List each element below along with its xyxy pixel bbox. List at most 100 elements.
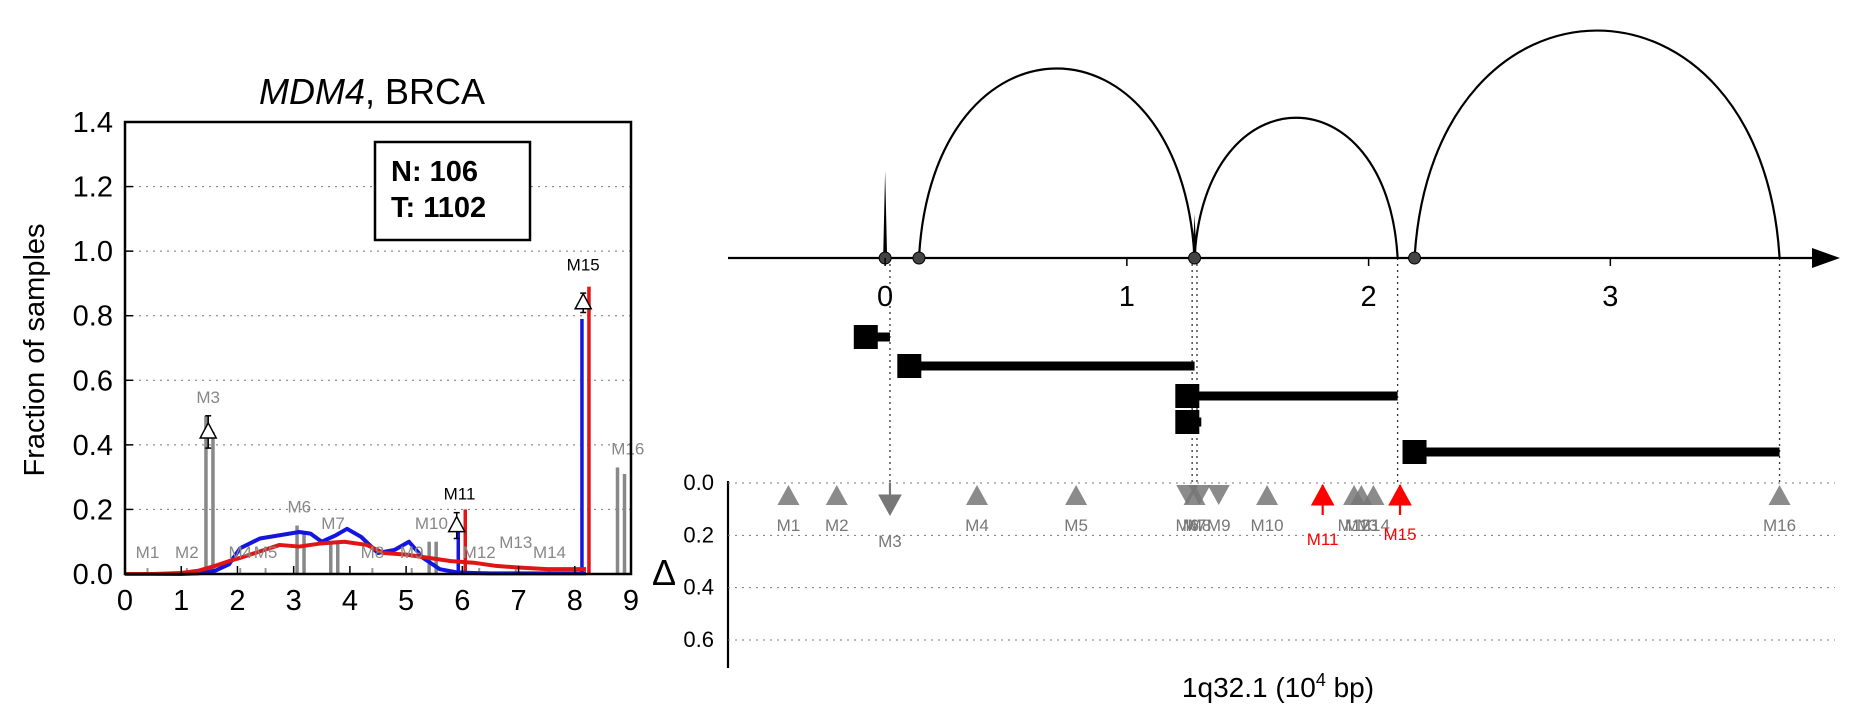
module-label: M5 bbox=[254, 543, 278, 562]
y-tick-label: 1.0 bbox=[73, 236, 113, 268]
module-marker-down bbox=[1188, 485, 1211, 505]
x-tick-label: 4 bbox=[342, 585, 358, 617]
left-chart-title-gene: MDM4 bbox=[259, 71, 365, 112]
exon-body bbox=[1422, 447, 1780, 457]
module-bar-normal bbox=[456, 532, 461, 574]
delta-axis-label: Δ bbox=[652, 552, 676, 593]
module-label: M10 bbox=[415, 514, 448, 533]
y-tick-label: 0.4 bbox=[73, 430, 113, 462]
axis-spike bbox=[883, 170, 888, 258]
exon-body bbox=[873, 332, 890, 342]
module-bar-tumor bbox=[295, 525, 299, 574]
delta-tick-label: 0.0 bbox=[683, 470, 714, 495]
x-tick-label: 8 bbox=[567, 585, 583, 617]
left-chart-delta-markers bbox=[198, 292, 593, 540]
delta-tick-label: 0.6 bbox=[683, 627, 714, 652]
genomic-tick-label: 2 bbox=[1361, 281, 1377, 313]
sample-count-box-frame bbox=[373, 140, 532, 242]
delta-marker bbox=[573, 292, 593, 310]
delta-tick-label: 0.4 bbox=[683, 575, 714, 600]
module-label: M5 bbox=[1064, 516, 1088, 535]
x-tick-label: 3 bbox=[286, 585, 302, 617]
module-label: M3 bbox=[878, 532, 902, 551]
module-bar-tumor bbox=[587, 286, 591, 574]
module-label: M9 bbox=[400, 543, 424, 562]
module-marker-up bbox=[1362, 485, 1385, 505]
module-bar-normal bbox=[336, 541, 340, 574]
module-bar-normal bbox=[622, 473, 627, 574]
genomic-tick-label: 0 bbox=[877, 281, 893, 313]
axis-node bbox=[1188, 251, 1202, 265]
splice-arc bbox=[1193, 116, 1399, 259]
axis-node bbox=[912, 251, 926, 265]
module-marker-up bbox=[825, 485, 848, 505]
module-bar-normal bbox=[211, 431, 215, 574]
module-label: M15 bbox=[567, 256, 600, 275]
module-label: M14 bbox=[1357, 516, 1390, 535]
module-label: M11 bbox=[1307, 530, 1339, 549]
module-label: M1 bbox=[136, 543, 160, 562]
left-chart-title: MDM4, BRCA bbox=[259, 71, 485, 112]
y-tick-label: 0.6 bbox=[73, 365, 113, 397]
x-tick-label: 7 bbox=[510, 585, 526, 617]
delta-marker bbox=[447, 514, 466, 533]
module-label: M13 bbox=[499, 533, 532, 552]
module-label: M7 bbox=[321, 514, 345, 533]
module-marker-down bbox=[1207, 485, 1230, 505]
y-tick-label: 1.2 bbox=[73, 172, 113, 204]
module-label: M11 bbox=[444, 485, 476, 504]
splice-graph-guide-lines bbox=[889, 258, 1781, 483]
genomic-axis-label-suffix: bp) bbox=[1326, 672, 1374, 703]
left-chart-marks bbox=[146, 286, 627, 574]
module-arrow-head bbox=[878, 494, 902, 517]
splice-arc bbox=[917, 67, 1196, 259]
module-label: M6 bbox=[1175, 516, 1199, 535]
module-label: M2 bbox=[825, 516, 849, 535]
genomic-tick-label: 3 bbox=[1602, 281, 1618, 313]
splice-graph-genomic-axis: 0 1 2 3 bbox=[728, 170, 1840, 313]
module-label: M16 bbox=[611, 440, 644, 459]
x-tick-label: 1 bbox=[173, 585, 189, 617]
x-tick-label: 6 bbox=[454, 585, 470, 617]
y-tick-label: 0.2 bbox=[73, 494, 113, 526]
module-label: M7 bbox=[1183, 516, 1207, 535]
module-bar-tumor bbox=[463, 509, 468, 574]
x-tick-label: 5 bbox=[398, 585, 414, 617]
module-marker-up bbox=[965, 485, 988, 505]
module-label: M12 bbox=[1338, 516, 1371, 535]
delta-tick-label: 0.2 bbox=[683, 522, 714, 547]
module-marker-up bbox=[1065, 485, 1088, 505]
module-label: M13 bbox=[1345, 516, 1378, 535]
axis-spike bbox=[1192, 214, 1197, 258]
exon-body bbox=[1195, 417, 1202, 427]
genomic-axis-arrowhead bbox=[1812, 248, 1840, 268]
module-label: M9 bbox=[1207, 516, 1231, 535]
module-arrow-head bbox=[1388, 483, 1412, 506]
module-label: M12 bbox=[463, 543, 496, 562]
module-label: M1 bbox=[777, 516, 801, 535]
splice-graph-arcs bbox=[917, 29, 1781, 259]
sample-count-normal: N: 106 bbox=[391, 156, 478, 188]
module-label: M15 bbox=[1383, 525, 1416, 544]
module-label: M3 bbox=[196, 388, 220, 407]
left-chart-frame bbox=[123, 120, 633, 576]
series-line bbox=[125, 539, 587, 576]
module-label: M4 bbox=[965, 516, 989, 535]
module-bar-normal bbox=[302, 532, 306, 574]
y-tick-label: 0.8 bbox=[73, 301, 113, 333]
module-label: M6 bbox=[287, 498, 311, 517]
genomic-axis-label-exponent: 4 bbox=[1316, 670, 1326, 690]
module-label: M16 bbox=[1763, 516, 1796, 535]
x-tick-label: 9 bbox=[623, 585, 639, 617]
sample-count-box: N: 106 T: 1102 bbox=[373, 140, 532, 242]
left-chart-y-axis-label: Fraction of samples bbox=[19, 223, 51, 476]
x-tick-label: 2 bbox=[229, 585, 245, 617]
module-label: M8 bbox=[361, 543, 385, 562]
module-marker-up bbox=[777, 485, 800, 505]
splice-arc bbox=[1413, 29, 1781, 259]
module-marker-up bbox=[1768, 485, 1791, 505]
